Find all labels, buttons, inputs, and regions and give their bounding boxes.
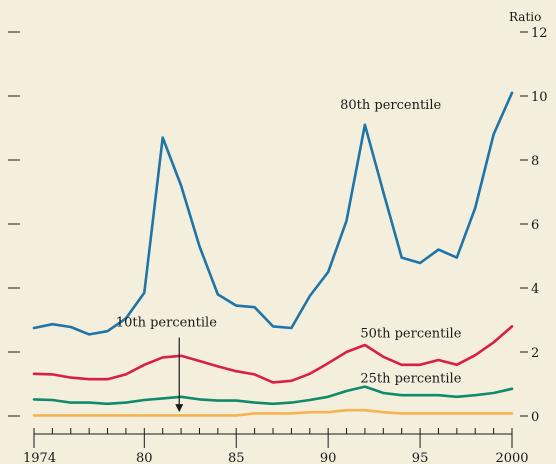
x-tick-label: 1974 <box>23 451 56 464</box>
series-label: 10th percentile <box>116 315 217 330</box>
x-tick-label: 80 <box>136 451 153 464</box>
y-tick-label: 2 <box>531 346 539 361</box>
x-tick-label: 2000 <box>495 451 528 464</box>
series-label: 25th percentile <box>360 371 461 386</box>
y-tick-label: 8 <box>531 154 539 169</box>
series-line-25th-percentile <box>32 385 514 406</box>
y-tick-label: 6 <box>531 218 539 233</box>
x-tick-label: 85 <box>228 451 245 464</box>
x-tick-label: 90 <box>320 451 337 464</box>
y-tick-label: 10 <box>531 90 548 105</box>
y-tick-label: 0 <box>531 410 539 425</box>
label-arrow-head <box>175 404 184 413</box>
series-label: 50th percentile <box>360 327 461 342</box>
chart-axes: 0 2 4 6 8 10 12 Ratio 1974 80 85 90 95 2000 <box>8 10 548 464</box>
chart-series-group <box>32 91 514 417</box>
y-tick-label: 12 <box>531 26 548 41</box>
x-tick-label: 95 <box>412 451 429 464</box>
y-unit-label: Ratio <box>509 10 541 24</box>
series-label: 80th percentile <box>340 98 441 113</box>
y-tick-label: 4 <box>531 282 539 297</box>
series-line-80th-percentile <box>32 91 514 336</box>
series-line-50th-percentile <box>32 325 514 384</box>
chart-series-labels: 80th percentile 50th percentile 25th perce… <box>116 98 462 413</box>
series-line-10th-percentile <box>32 408 514 417</box>
